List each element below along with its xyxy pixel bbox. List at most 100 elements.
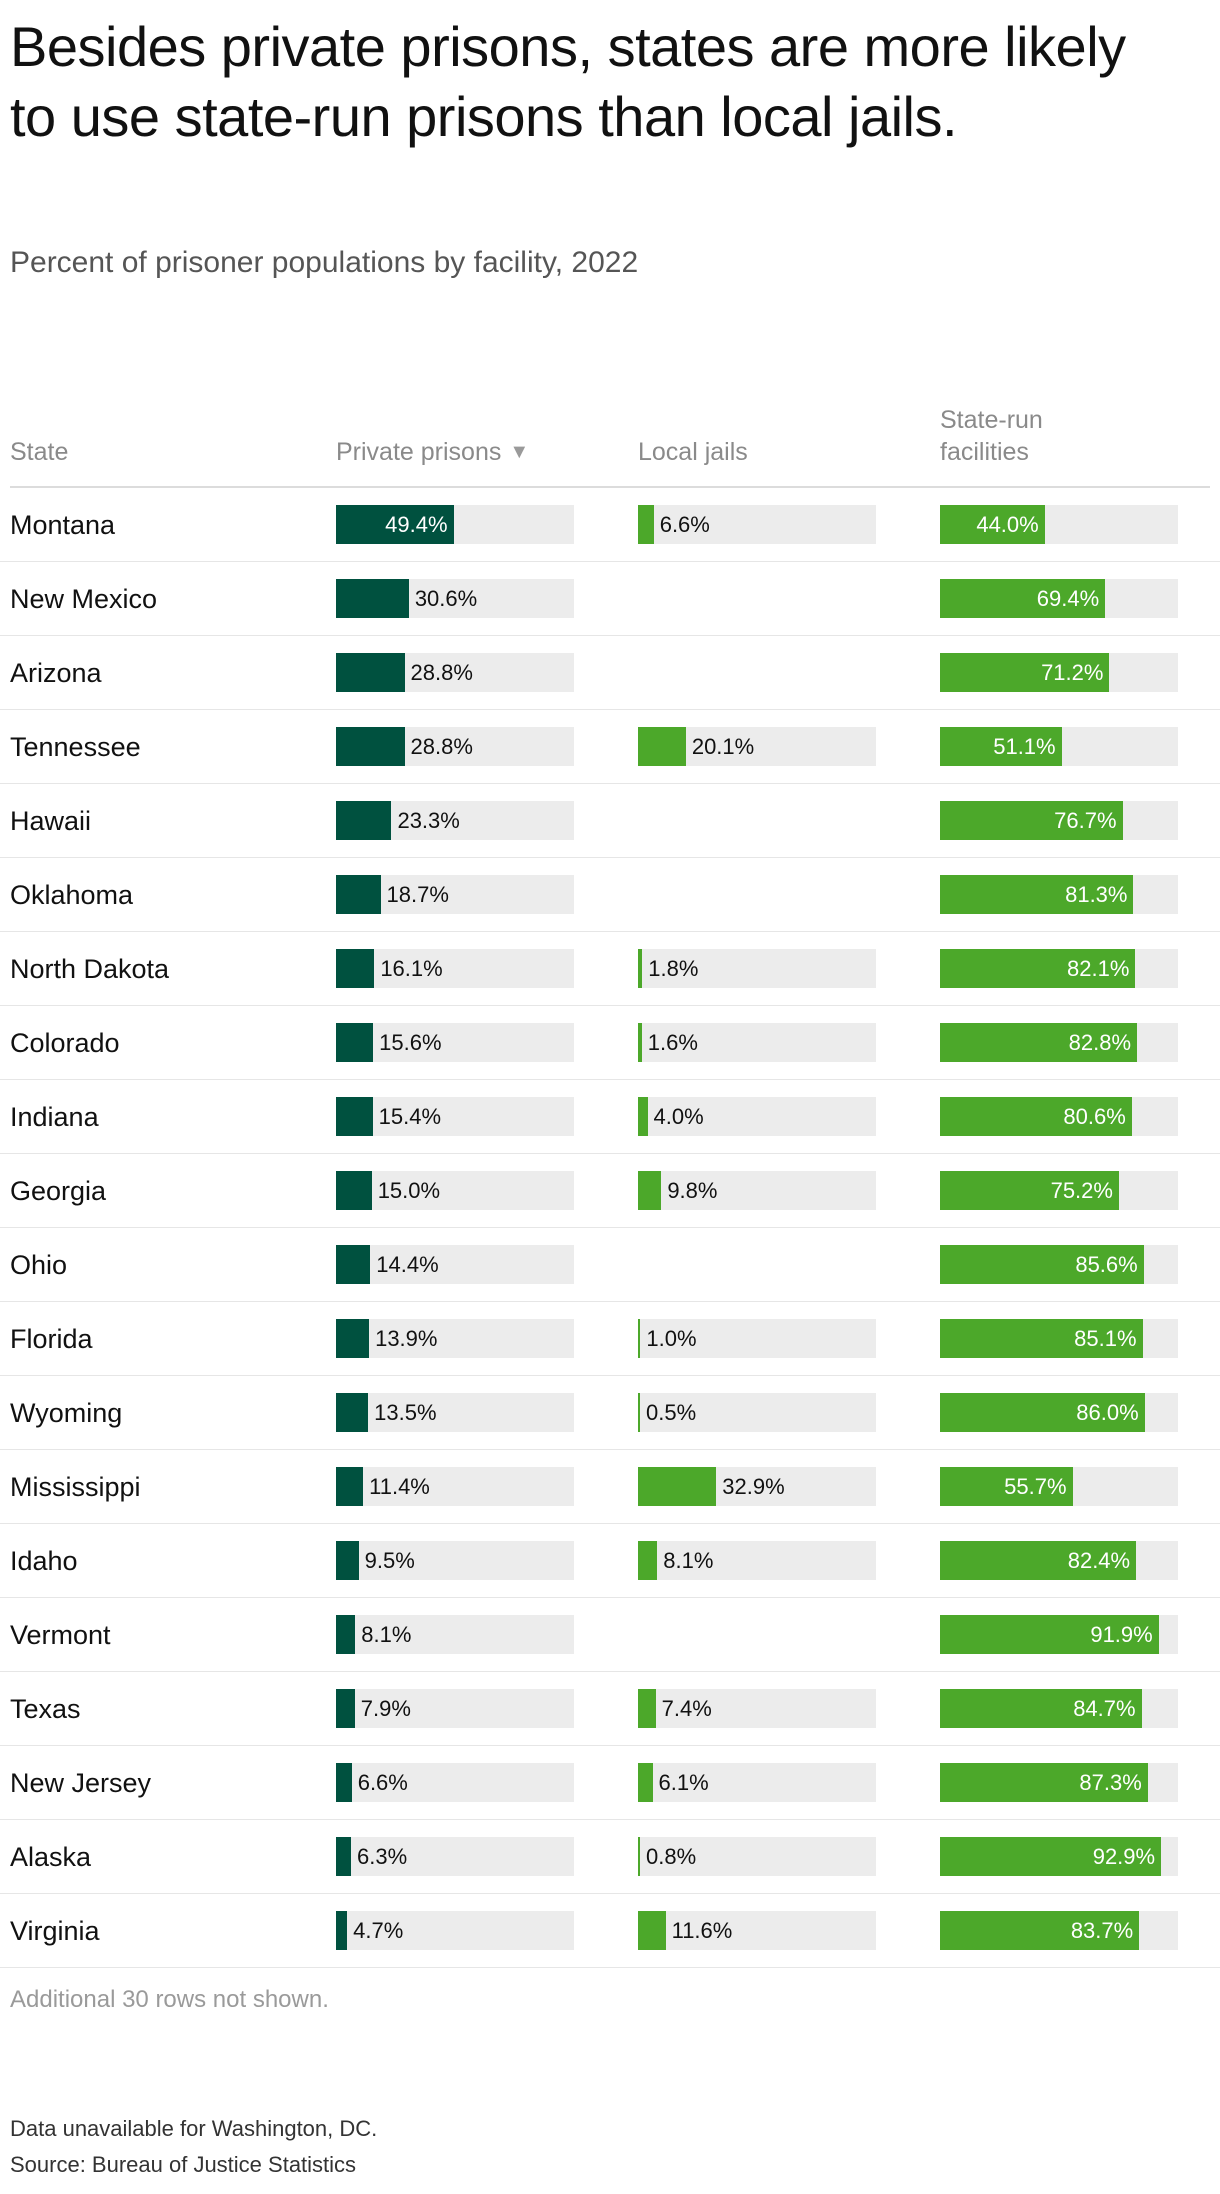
- private-value-label: 9.5%: [364, 1548, 415, 1573]
- state-name: Colorado: [10, 1028, 120, 1058]
- column-header-private-prisons[interactable]: Private prisons ▼: [336, 436, 529, 470]
- private-bar-track: 49.4%: [336, 505, 574, 544]
- private-bar: [336, 1171, 372, 1210]
- state-name: Mississippi: [10, 1472, 141, 1502]
- local-value-label: 1.6%: [647, 1030, 698, 1055]
- state-run-value-label: 86.0%: [1076, 1400, 1139, 1425]
- local-bar-track: 1.6%: [638, 1023, 876, 1062]
- state-run-value-label: 44.0%: [976, 512, 1039, 537]
- private-bar: [336, 1615, 356, 1654]
- private-value-label: 6.3%: [356, 1844, 408, 1869]
- rows-not-shown-note: Additional 30 rows not shown.: [10, 1986, 329, 2013]
- table-row: Indiana 15.4% 4.0% 80.6%: [0, 1080, 1220, 1154]
- private-bar-track: 11.4%: [336, 1467, 574, 1506]
- private-bar-track: 6.3%: [336, 1837, 574, 1876]
- local-bar-track: 32.9%: [638, 1467, 876, 1506]
- state-run-value-label: 80.6%: [1063, 1104, 1126, 1129]
- table-row: Wyoming 13.5% 0.5% 86.0%: [0, 1376, 1220, 1450]
- private-bar: [336, 727, 405, 766]
- local-value-label: 9.8%: [667, 1178, 718, 1203]
- private-value-label: 15.6%: [379, 1030, 442, 1055]
- private-bar: [336, 653, 405, 692]
- local-bar: [638, 1541, 658, 1580]
- state-name: New Jersey: [10, 1768, 152, 1798]
- private-bar-track: 14.4%: [336, 1245, 574, 1284]
- local-value-label: 11.6%: [671, 1918, 733, 1943]
- private-value-label: 4.7%: [353, 1918, 404, 1943]
- table-row: Colorado 15.6% 1.6% 82.8%: [0, 1006, 1220, 1080]
- local-value-label: 7.4%: [661, 1696, 712, 1721]
- private-bar: [336, 1393, 369, 1432]
- state-run-value-label: 87.3%: [1079, 1770, 1142, 1795]
- state-run-bar-track: 86.0%: [940, 1393, 1178, 1432]
- state-name: Virginia: [10, 1916, 100, 1946]
- private-value-label: 15.0%: [377, 1178, 441, 1203]
- state-run-value-label: 51.1%: [993, 734, 1056, 759]
- local-bar: [638, 1467, 717, 1506]
- sort-descending-icon: ▼: [509, 441, 530, 463]
- table-row: Mississippi 11.4% 32.9% 55.7%: [0, 1450, 1220, 1524]
- table-row: Montana 49.4% 6.6% 44.0%: [0, 488, 1220, 562]
- state-run-bar: [940, 1393, 1145, 1432]
- local-bar-track: 11.6%: [638, 1911, 876, 1950]
- local-bar: [638, 1393, 640, 1432]
- table-row: Virginia 4.7% 11.6% 83.7%: [0, 1894, 1220, 1968]
- state-run-bar: [940, 1689, 1142, 1728]
- state-run-bar-track: 82.4%: [940, 1541, 1178, 1580]
- state-run-value-label: 71.2%: [1041, 660, 1104, 685]
- state-run-bar: [940, 1023, 1138, 1062]
- state-name: Oklahoma: [10, 880, 134, 910]
- table-row: Hawaii 23.3% 76.7%: [0, 784, 1220, 858]
- state-run-value-label: 55.7%: [1004, 1474, 1067, 1499]
- state-run-bar-track: 55.7%: [940, 1467, 1178, 1506]
- local-value-label: 8.1%: [663, 1548, 714, 1573]
- state-name: Montana: [10, 510, 116, 540]
- data-table-body: Montana 49.4% 6.6% 44.0% New Mexico 30.6% 69.4…: [0, 488, 1220, 1968]
- private-bar-track: 15.4%: [336, 1097, 574, 1136]
- private-value-label: 7.9%: [360, 1696, 411, 1721]
- table-row: New Jersey 6.6% 6.1% 87.3%: [0, 1746, 1220, 1820]
- local-bar: [638, 1171, 662, 1210]
- private-value-label: 15.4%: [378, 1104, 442, 1129]
- state-run-bar-track: 71.2%: [940, 653, 1178, 692]
- private-bar: [336, 1097, 373, 1136]
- state-run-bar: [940, 1763, 1148, 1802]
- state-run-bar-track: 87.3%: [940, 1763, 1178, 1802]
- local-value-label: 4.0%: [653, 1104, 704, 1129]
- header-divider: [10, 486, 1210, 488]
- private-bar: [336, 1689, 355, 1728]
- private-value-label: 8.1%: [361, 1622, 412, 1647]
- local-bar-track: 0.5%: [638, 1393, 876, 1432]
- private-value-label: 18.7%: [386, 882, 449, 907]
- private-bar: [336, 1245, 371, 1284]
- column-header-state[interactable]: State: [10, 438, 69, 466]
- state-name: Indiana: [10, 1102, 99, 1132]
- private-bar: [336, 801, 392, 840]
- state-run-value-label: 82.1%: [1067, 956, 1130, 981]
- private-value-label: 13.5%: [374, 1400, 437, 1425]
- state-name: Wyoming: [10, 1398, 123, 1428]
- column-header-local-jails[interactable]: Local jails: [638, 438, 748, 466]
- private-bar-track: 13.5%: [336, 1393, 574, 1432]
- private-bar-track: 13.9%: [336, 1319, 574, 1358]
- state-run-bar-track: 51.1%: [940, 727, 1178, 766]
- state-run-bar: [940, 727, 1062, 766]
- state-run-bar: [940, 653, 1110, 692]
- state-name: Vermont: [10, 1620, 111, 1650]
- private-bar-track: 30.6%: [336, 579, 574, 618]
- local-bar: [638, 1911, 666, 1950]
- state-name: Hawaii: [10, 806, 92, 836]
- local-value-label: 32.9%: [722, 1474, 785, 1499]
- state-run-bar: [940, 1541, 1137, 1580]
- state-run-bar-track: 91.9%: [940, 1615, 1178, 1654]
- state-name: Georgia: [10, 1176, 107, 1206]
- state-run-bar: [940, 1319, 1143, 1358]
- column-header-state-run[interactable]: State-run facilities: [940, 406, 1043, 466]
- state-name: Tennessee: [10, 732, 141, 762]
- local-value-label: 0.5%: [646, 1400, 697, 1425]
- state-run-bar: [940, 1467, 1073, 1506]
- private-bar-track: 7.9%: [336, 1689, 574, 1728]
- local-value-label: 6.1%: [658, 1770, 709, 1795]
- state-run-value-label: 76.7%: [1054, 808, 1117, 833]
- table-row: North Dakota 16.1% 1.8% 82.1%: [0, 932, 1220, 1006]
